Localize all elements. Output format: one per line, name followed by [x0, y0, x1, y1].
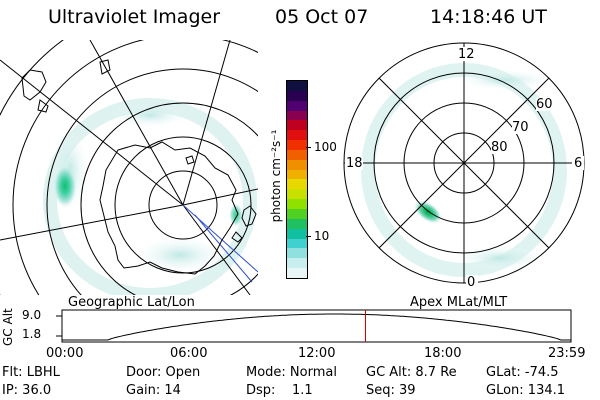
altitude-curve [62, 313, 571, 341]
colorbar-segment [287, 228, 307, 239]
time-tick-1200: 12:00 [298, 346, 336, 361]
instrument-title: Ultraviolet Imager [48, 6, 221, 28]
altitude-tick-high: 9.0 [22, 308, 42, 322]
left-panel-drawing [0, 40, 258, 295]
colorbar-segment [287, 189, 307, 200]
date-label: 05 Oct 07 [275, 6, 369, 28]
mlt-label-dawn: 6 [574, 156, 583, 171]
colorbar-segment [287, 120, 307, 131]
status-gc-alt: GC Alt: 8.7 Re [366, 365, 457, 380]
colorbar-segment [287, 199, 307, 209]
time-label: 14:18:46 UT [430, 6, 547, 28]
altitude-tick-low: 1.8 [22, 327, 42, 341]
colorbar-segment [287, 218, 307, 229]
status-glat: GLat: -74.5 [486, 365, 559, 380]
mlat-label-60: 60 [536, 97, 553, 112]
aurora-bright-spot-left [53, 164, 77, 208]
left-panel-label: Geographic Lat/Lon [68, 295, 195, 310]
continent-outline [99, 141, 239, 275]
mlat-label-70: 70 [512, 120, 529, 135]
colorbar-tick-100: 100 [314, 140, 337, 154]
mlt-label-midnight: 0 [467, 275, 476, 290]
colorbar-segment [287, 110, 307, 121]
colorbar-segment [287, 268, 307, 278]
colorbar-segment [287, 248, 307, 259]
mlt-label-noon: 12 [458, 47, 475, 62]
colorbar-segment [287, 90, 307, 101]
colorbar-segment [287, 159, 307, 170]
right-panel-label: Apex MLat/MLT [410, 295, 508, 310]
time-tick-2359: 23:59 [548, 346, 586, 361]
colorbar-segment [287, 81, 307, 91]
colorbar-segment [287, 140, 307, 150]
colorbar-segment [287, 149, 307, 160]
status-glon: GLon: 134.1 [486, 383, 566, 398]
mlat-label-80: 80 [491, 140, 508, 155]
mlt-label-dusk: 18 [346, 156, 363, 171]
status-mode: Mode: Normal [246, 365, 337, 380]
colorbar-segment [287, 208, 307, 219]
status-door: Door: Open [126, 365, 201, 380]
intensity-colorbar [286, 80, 308, 279]
colorbar-tick-10: 10 [314, 229, 330, 243]
status-seq: Seq: 39 [366, 383, 416, 398]
magnetic-polar-plot [343, 42, 585, 289]
time-tick-0600: 06:00 [170, 346, 208, 361]
colorbar-segment [287, 169, 307, 180]
time-tick-1800: 18:00 [424, 346, 462, 361]
status-dsp: Dsp: 1.1 [246, 383, 313, 398]
colorbar-segment [287, 179, 307, 190]
colorbar-segment [287, 258, 307, 269]
status-gain: Gain: 14 [126, 383, 181, 398]
colorbar-segment [287, 238, 307, 249]
status-ip: IP: 36.0 [2, 383, 52, 398]
status-filter: Flt: LBHL [2, 365, 60, 380]
colorbar-segment [287, 100, 307, 111]
colorbar-segment [287, 130, 307, 141]
time-tick-0000: 00:00 [46, 346, 84, 361]
